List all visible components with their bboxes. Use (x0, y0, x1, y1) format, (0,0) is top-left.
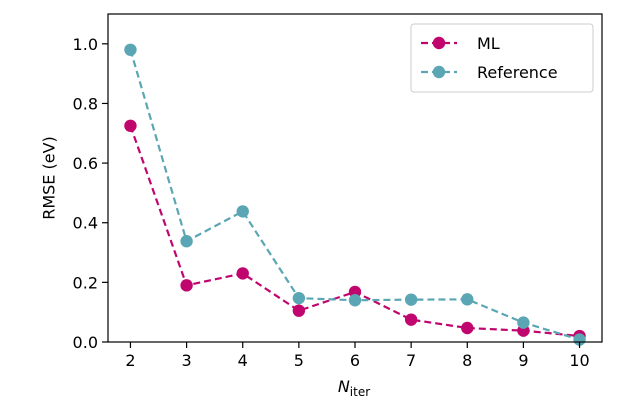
x-tick-label: 9 (518, 351, 528, 370)
data-point-reference (404, 293, 418, 306)
data-point-reference (180, 235, 193, 248)
x-axis-label-main: N (338, 377, 350, 396)
y-tick-label: 0.6 (73, 154, 98, 173)
data-point-ml (292, 304, 306, 317)
x-tick-label: 5 (294, 351, 304, 370)
legend-label-ml: ML (477, 34, 500, 53)
data-point-ml (124, 119, 137, 133)
x-tick-label: 10 (569, 351, 589, 370)
data-point-ml (404, 313, 418, 326)
x-tick-label: 3 (181, 351, 191, 370)
x-axis-label: Niter (338, 377, 370, 399)
axes: 2 3 4 5 6 7 8 9 10 0.0 0.2 0.4 0.6 0.8 1.0 (73, 13, 603, 370)
x-tick-label: 6 (350, 351, 360, 370)
legend-marker-ml (432, 36, 446, 50)
data-point-ml (461, 321, 474, 335)
x-axis-label-subscript: iter (350, 385, 370, 399)
data-point-reference (517, 316, 530, 329)
x-tick-label: 7 (406, 351, 416, 370)
x-tick-label: 2 (125, 351, 135, 370)
data-point-reference (348, 294, 362, 307)
data-point-reference (236, 205, 249, 218)
x-tick-label: 8 (462, 351, 472, 370)
legend: ML Reference (410, 23, 594, 93)
plot-area (124, 43, 586, 346)
y-tick-label: 1.0 (73, 35, 98, 54)
x-tick-label: 4 (238, 351, 248, 370)
data-point-reference (573, 333, 586, 346)
data-point-ml (180, 279, 193, 292)
data-point-reference (292, 291, 306, 305)
legend-box (410, 23, 594, 93)
data-point-reference (124, 43, 137, 56)
y-tick-label: 0.4 (73, 214, 98, 233)
legend-label-reference: Reference (477, 63, 558, 82)
y-axis-label: RMSE (eV) (40, 136, 59, 220)
data-point-ml (236, 267, 249, 280)
y-tick-label: 0.2 (73, 273, 98, 292)
y-tick-label: 0.0 (73, 333, 98, 352)
legend-marker-reference (432, 65, 446, 79)
y-tick-label: 0.8 (73, 94, 98, 113)
data-point-reference (461, 293, 474, 306)
